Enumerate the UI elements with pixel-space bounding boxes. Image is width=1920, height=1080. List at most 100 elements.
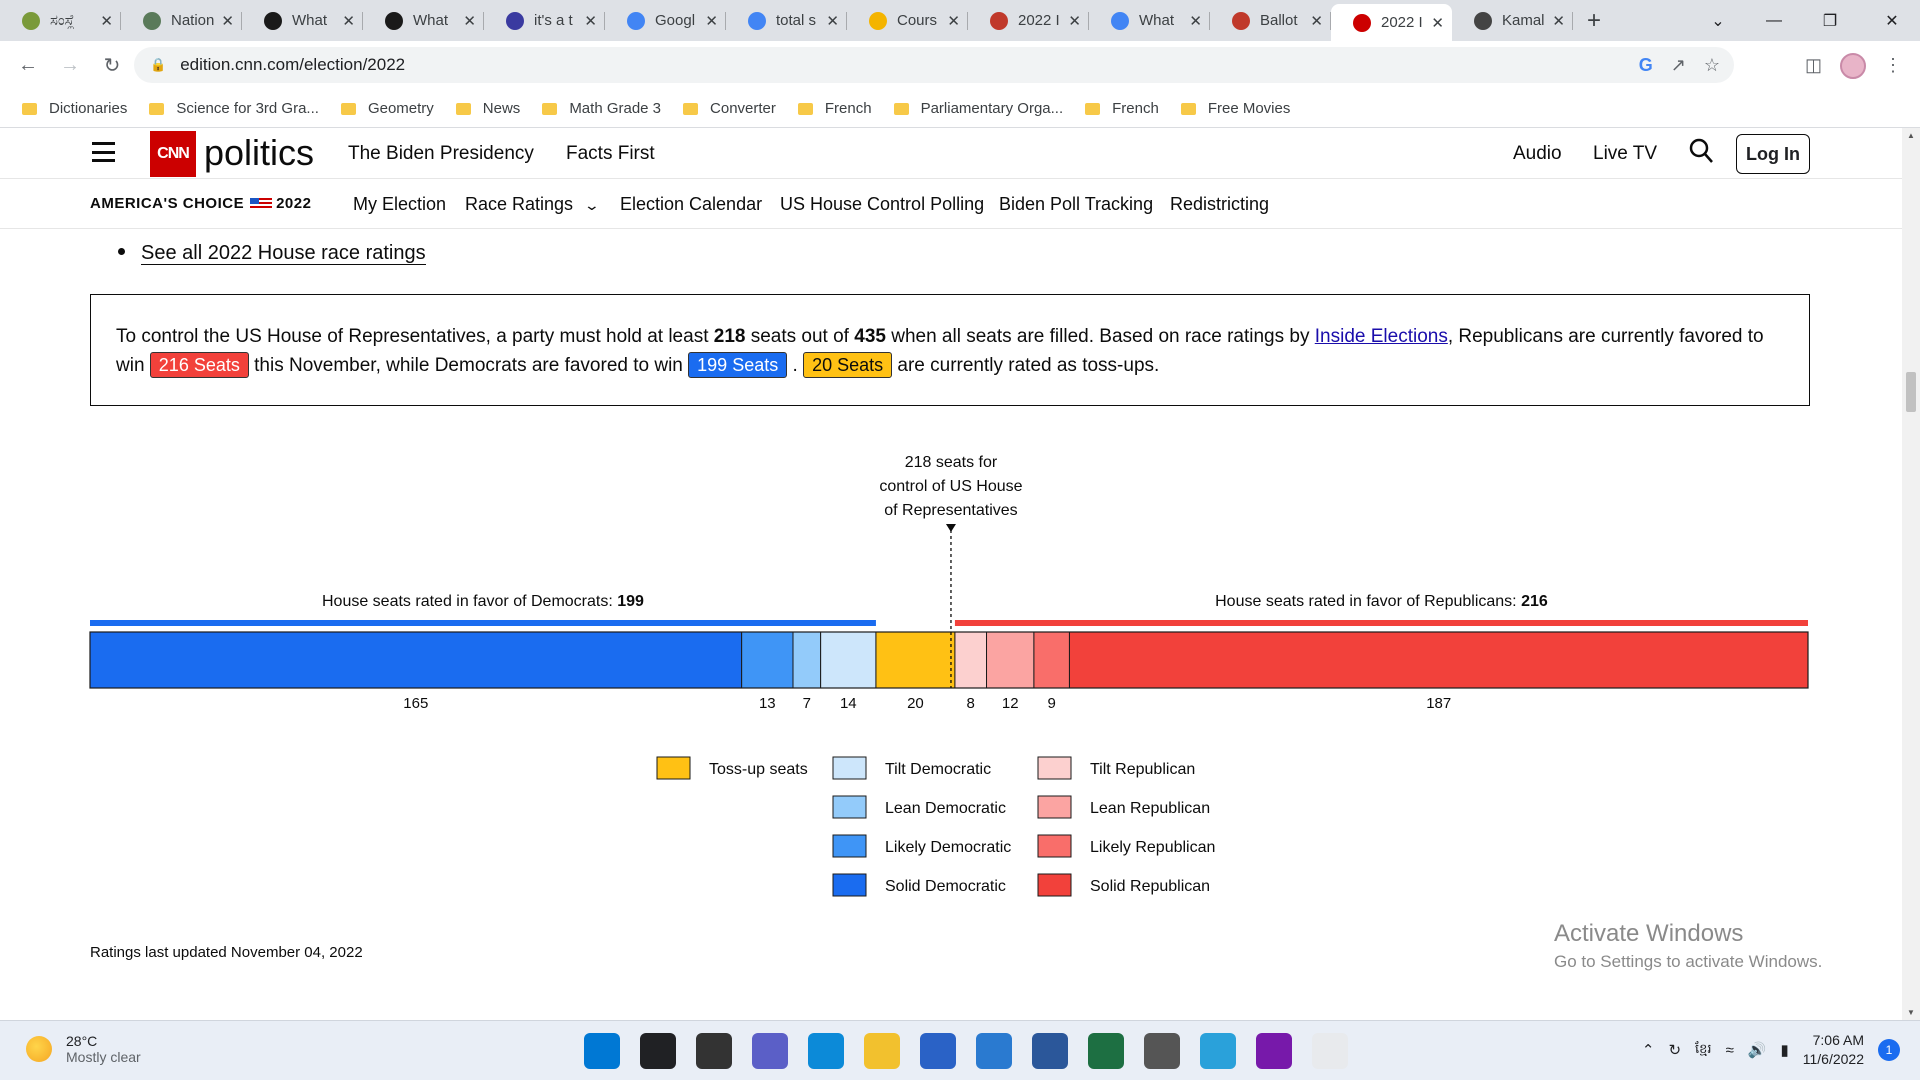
minimize-button[interactable]: — xyxy=(1766,11,1782,29)
profile-avatar[interactable] xyxy=(1840,52,1866,79)
new-tab-button[interactable]: + xyxy=(1586,6,1601,34)
subnav-biden-poll-tracking[interactable]: Biden Poll Tracking xyxy=(999,194,1154,214)
subnav-race-ratings[interactable]: Race Ratings ⌄ xyxy=(465,194,600,215)
language-icon[interactable]: ខ្មែរ xyxy=(1695,1040,1712,1056)
scrollbar-thumb[interactable] xyxy=(1906,372,1916,412)
sync-icon[interactable]: ↻ xyxy=(1668,1042,1682,1059)
back-icon[interactable]: ← xyxy=(18,54,38,76)
tab-close-icon[interactable]: ✕ xyxy=(100,12,113,30)
battery-icon[interactable]: ▮ xyxy=(1780,1042,1789,1059)
browser-tab[interactable]: ಸಂಸ್ಥೆ ✕ xyxy=(0,4,121,37)
tab-close-icon[interactable]: ✕ xyxy=(584,12,597,30)
cnn-logo[interactable]: CNN xyxy=(150,131,196,177)
bookmark-item[interactable]: Dictionaries xyxy=(22,100,127,117)
browser-tab[interactable]: Kamal ✕ xyxy=(1452,4,1573,37)
share-icon[interactable]: ↗ xyxy=(1670,54,1686,75)
see-all-house-ratings-link[interactable]: See all 2022 House race ratings xyxy=(141,242,426,265)
browser-tab[interactable]: Cours ✕ xyxy=(847,4,968,37)
chrome-icon[interactable] xyxy=(1312,1033,1348,1069)
tab-close-icon[interactable]: ✕ xyxy=(221,12,234,30)
search-icon[interactable] xyxy=(640,1033,676,1069)
nav-audio[interactable]: Audio xyxy=(1513,143,1562,164)
bookmark-item[interactable]: French xyxy=(797,100,872,117)
browser-tab[interactable]: What ✕ xyxy=(1089,4,1210,37)
close-window-button[interactable]: ✕ xyxy=(1885,12,1899,30)
restore-button[interactable]: ❐ xyxy=(1822,12,1838,30)
clock-icon[interactable] xyxy=(1144,1033,1180,1069)
side-panel-icon[interactable]: ◫ xyxy=(1804,55,1822,75)
scroll-down-icon[interactable]: ▼ xyxy=(1907,1008,1915,1017)
legend-label: Tilt Democratic xyxy=(885,761,991,778)
onenote-icon[interactable] xyxy=(1256,1033,1292,1069)
tray-chevron-icon[interactable]: ⌃ xyxy=(1641,1042,1655,1059)
file-explorer-icon[interactable] xyxy=(864,1033,900,1069)
bookmark-item[interactable]: Math Grade 3 xyxy=(542,100,661,117)
tab-close-icon[interactable]: ✕ xyxy=(705,12,718,30)
mail-icon[interactable] xyxy=(976,1033,1012,1069)
reload-icon[interactable]: ↻ xyxy=(103,55,121,77)
subnav-my-election[interactable]: My Election xyxy=(353,194,447,214)
bookmark-item[interactable]: Converter xyxy=(683,100,776,117)
url-field[interactable]: 🔒 edition.cnn.com/election/2022 G ↗ ☆ xyxy=(134,47,1734,83)
nav-live-tv[interactable]: Live TV xyxy=(1593,143,1658,164)
folder-icon xyxy=(542,102,558,115)
subnav-redistricting[interactable]: Redistricting xyxy=(1170,194,1270,214)
weather-widget[interactable]: 28°C Mostly clear xyxy=(26,1033,141,1065)
nav-biden-presidency[interactable]: The Biden Presidency xyxy=(348,143,534,164)
tab-search-icon[interactable]: ⌄ xyxy=(1711,12,1725,30)
edge-icon[interactable] xyxy=(808,1033,844,1069)
hamburger-menu-icon[interactable] xyxy=(92,142,115,162)
browser-tab[interactable]: What ✕ xyxy=(363,4,484,37)
browser-tab[interactable]: it's a t ✕ xyxy=(484,4,605,37)
tab-close-icon[interactable]: ✕ xyxy=(342,12,355,30)
bookmark-item[interactable]: Free Movies xyxy=(1180,100,1290,117)
browser-tab[interactable]: 2022 I ✕ xyxy=(968,4,1089,37)
bookmark-star-icon[interactable]: ☆ xyxy=(1703,54,1720,75)
notification-badge[interactable]: 1 xyxy=(1878,1039,1900,1061)
google-lens-icon[interactable]: G xyxy=(1638,54,1653,75)
word-icon[interactable] xyxy=(1032,1033,1068,1069)
windows-icon[interactable] xyxy=(584,1033,620,1069)
browser-tab[interactable]: Ballot ✕ xyxy=(1210,4,1331,37)
bookmark-item[interactable]: Science for 3rd Gra... xyxy=(149,100,319,117)
search-icon[interactable] xyxy=(1689,138,1715,171)
folder-icon xyxy=(1085,102,1101,115)
taskbar-clock[interactable]: 7:06 AM 11/6/2022 xyxy=(1803,1031,1864,1069)
browser-tab[interactable]: What ✕ xyxy=(242,4,363,37)
forward-icon[interactable]: → xyxy=(60,54,80,76)
browser-tab[interactable]: Nation ✕ xyxy=(121,4,242,37)
subnav-house-control-polling[interactable]: US House Control Polling xyxy=(780,194,985,214)
tab-close-icon[interactable]: ✕ xyxy=(463,12,476,30)
bookmark-item[interactable]: News xyxy=(455,100,520,117)
task-view-icon[interactable] xyxy=(696,1033,732,1069)
americas-choice-brand[interactable]: AMERICA'S CHOICE 2022 xyxy=(90,195,311,212)
tab-close-icon[interactable]: ✕ xyxy=(947,12,960,30)
tab-close-icon[interactable]: ✕ xyxy=(1068,12,1081,30)
log-in-button[interactable]: Log In xyxy=(1736,134,1810,174)
store-icon[interactable] xyxy=(920,1033,956,1069)
tab-close-icon[interactable]: ✕ xyxy=(826,12,839,30)
page-scrollbar[interactable]: ▲ ▼ xyxy=(1902,128,1920,1020)
browser-tab[interactable]: 2022 I ✕ xyxy=(1331,4,1452,41)
wifi-icon[interactable]: ≈ xyxy=(1725,1041,1734,1059)
browser-tab[interactable]: Googl ✕ xyxy=(605,4,726,37)
bookmark-item[interactable]: Geometry xyxy=(340,100,434,117)
politics-wordmark[interactable]: politics xyxy=(204,132,315,173)
menu-kebab-icon[interactable]: ⋮ xyxy=(1884,55,1902,75)
robot-icon xyxy=(506,11,524,30)
subnav-election-calendar[interactable]: Election Calendar xyxy=(620,194,763,214)
volume-icon[interactable]: 🔊 xyxy=(1747,1042,1767,1059)
bookmark-item[interactable]: French xyxy=(1085,100,1159,117)
tab-close-icon[interactable]: ✕ xyxy=(1310,12,1323,30)
nav-facts-first[interactable]: Facts First xyxy=(566,143,655,164)
browser-tab[interactable]: total s ✕ xyxy=(726,4,847,37)
tab-close-icon[interactable]: ✕ xyxy=(1552,12,1565,30)
teams-icon[interactable] xyxy=(752,1033,788,1069)
bookmark-item[interactable]: Parliamentary Orga... xyxy=(893,100,1063,117)
tab-close-icon[interactable]: ✕ xyxy=(1189,12,1202,30)
excel-icon[interactable] xyxy=(1088,1033,1124,1069)
tab-close-icon[interactable]: ✕ xyxy=(1431,14,1444,32)
scroll-up-icon[interactable]: ▲ xyxy=(1907,131,1915,140)
inside-elections-link[interactable]: Inside Elections xyxy=(1314,326,1448,347)
telegram-icon[interactable] xyxy=(1200,1033,1236,1069)
